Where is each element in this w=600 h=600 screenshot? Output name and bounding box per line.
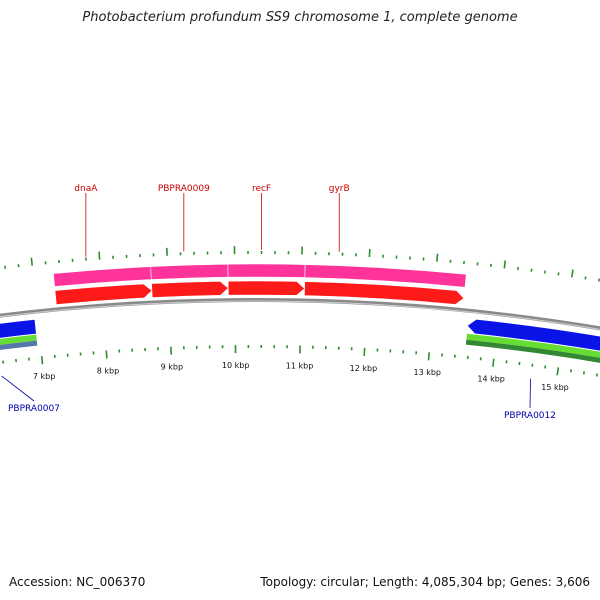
outer-tick	[30, 257, 33, 266]
reverse-cds-PBPRA0007	[0, 319, 37, 338]
inner-tick	[40, 356, 44, 365]
forward-cds-gyrB	[304, 281, 465, 305]
inner-tick	[556, 367, 560, 376]
map-title: Photobacterium profundum SS9 chromosome …	[82, 10, 518, 25]
leader-line-PBPRA0007	[1, 375, 35, 402]
forward-cds-recF	[227, 280, 306, 296]
inner-tick	[105, 350, 108, 359]
outer-tick	[436, 253, 439, 262]
scale-label: 11 kbp	[286, 361, 314, 370]
scale-label: 9 kbp	[161, 363, 183, 372]
scale-label: 14 kbp	[477, 375, 505, 384]
outer-tick-marks	[4, 246, 600, 282]
inner-tick	[492, 358, 495, 367]
forward-feature-PBPRA0009	[150, 263, 229, 280]
leader-line-PBPRA0012	[529, 378, 531, 409]
outer-tick	[570, 269, 574, 278]
forward-feature-gyrB	[304, 264, 467, 288]
reverse-feature-a-PBPRA0012	[466, 333, 600, 358]
gene-label-gyrB: gyrB	[329, 184, 350, 194]
gene-labels: dnaA PBPRA0009 recF gyrB PBPRA0007 PBPRA0012	[1, 184, 556, 421]
forward-cds-dnaA	[54, 283, 153, 305]
gene-label-PBPRA0007: PBPRA0007	[8, 404, 60, 414]
genome-stats-text: Topology: circular; Length: 4,085,304 bp…	[260, 575, 590, 589]
scale-label: 12 kbp	[350, 364, 378, 373]
scale-label: 8 kbp	[97, 366, 119, 375]
reverse-feature-b-PBPRA0007	[0, 340, 38, 350]
gene-label-PBPRA0009: PBPRA0009	[158, 184, 210, 194]
reverse-feature-a-PBPRA0007	[0, 334, 37, 345]
inner-tick-marks	[2, 345, 598, 377]
forward-feature-dnaA	[53, 266, 152, 287]
inner-tick	[427, 352, 431, 361]
backbone-highlight	[0, 300, 600, 330]
chromosome-backbone	[0, 297, 600, 331]
scale-label: 7 kbp	[33, 372, 55, 381]
scale-labels: 7 kbp 8 kbp 9 kbp 10 kbp 11 kbp 12 kbp 13 kbp 1…	[33, 361, 569, 392]
forward-feature-recF	[227, 263, 306, 278]
outer-tick	[98, 251, 101, 260]
gene-label-recF: recF	[252, 184, 271, 194]
scale-label: 15 kbp	[541, 383, 569, 392]
reverse-cds-PBPRA0012	[467, 319, 600, 351]
outer-tick	[503, 260, 507, 269]
scale-label: 10 kbp	[222, 361, 250, 370]
reverse-feature-b-PBPRA0012	[465, 339, 600, 363]
forward-strand-tracks	[53, 263, 467, 305]
gene-label-PBPRA0012: PBPRA0012	[504, 411, 556, 421]
gene-label-dnaA: dnaA	[74, 184, 98, 194]
forward-cds-PBPRA0009	[151, 281, 229, 298]
reverse-strand-tracks	[0, 319, 600, 363]
accession-text: Accession: NC_006370	[9, 575, 146, 589]
scale-label: 13 kbp	[414, 368, 442, 377]
